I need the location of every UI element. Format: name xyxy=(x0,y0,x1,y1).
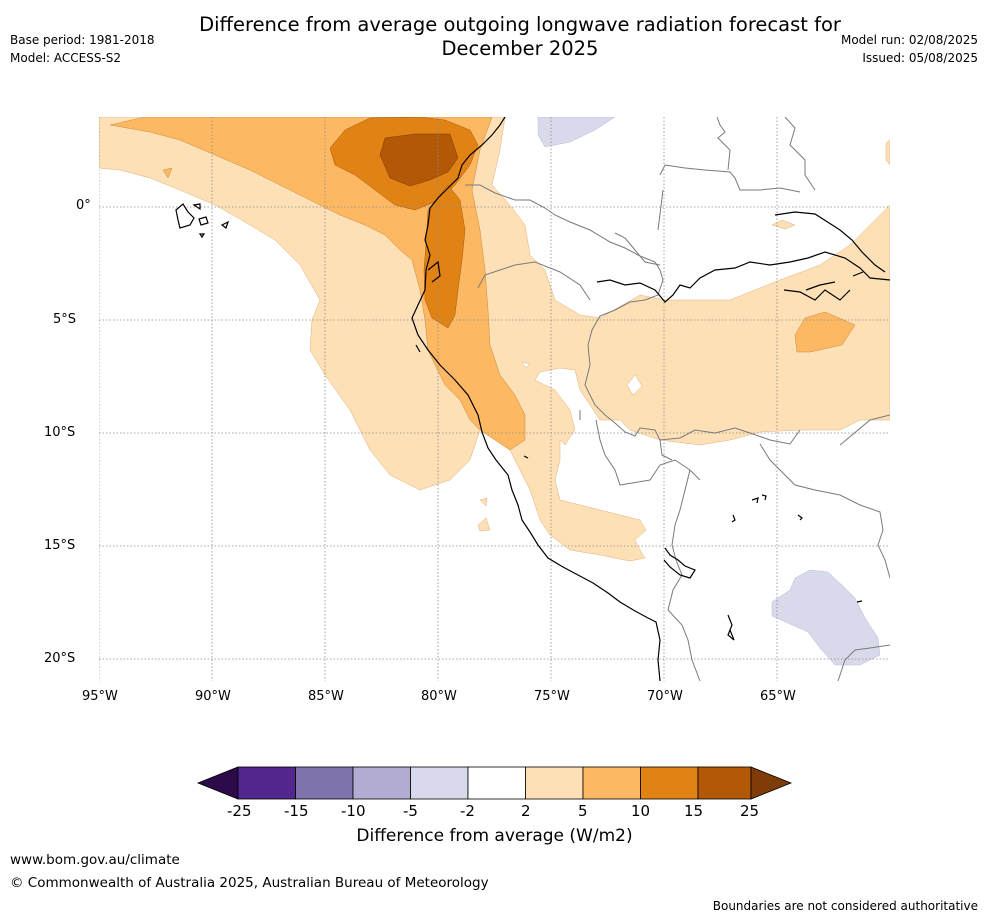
colorbar-above-max-arrow xyxy=(750,766,793,800)
anomaly-neg-2-5-shading xyxy=(537,117,881,666)
lat-label-20s: 20°S xyxy=(44,651,76,666)
colorbar-swatch-neg-5-2 xyxy=(410,766,469,800)
galapagos-islands xyxy=(175,203,230,239)
lat-label-10s: 10°S xyxy=(44,425,76,440)
colorbar-swatch-neg-10-5 xyxy=(352,766,411,800)
neutral-holes xyxy=(521,361,643,396)
chart-title-line2: December 2025 xyxy=(441,37,599,60)
colorbar-tick-25: 25 xyxy=(740,802,760,820)
graticule xyxy=(99,117,890,681)
colorbar xyxy=(196,766,793,800)
footer-copyright: © Commonwealth of Australia 2025, Austra… xyxy=(10,875,489,891)
colorbar-tick-neg25: -25 xyxy=(227,802,252,820)
lon-label-85w: 85°W xyxy=(308,689,344,704)
lat-label-15s: 15°S xyxy=(44,538,76,553)
header-left-meta: Base period: 1981-2018 Model: ACCESS-S2 xyxy=(10,31,155,67)
colorbar-swatch-pos-5-10 xyxy=(582,766,641,800)
footer-url: www.bom.gov.au/climate xyxy=(10,852,180,868)
colorbar-below-min-arrow xyxy=(196,766,239,800)
lon-label-80w: 80°W xyxy=(421,689,457,704)
colorbar-swatch-neg-25-15 xyxy=(237,766,296,800)
colorbar-tick-2: 2 xyxy=(521,802,531,820)
colorbar-swatch-neutral xyxy=(467,766,526,800)
lon-label-65w: 65°W xyxy=(760,689,796,704)
lat-label-0: 0° xyxy=(76,198,91,213)
lon-label-90w: 90°W xyxy=(195,689,231,704)
model-text: Model: ACCESS-S2 xyxy=(10,51,122,65)
chart-title: Difference from average outgoing longwav… xyxy=(150,13,890,61)
colorbar-title: Difference from average (W/m2) xyxy=(356,826,633,846)
colorbar-swatch-pos-2-5 xyxy=(525,766,584,800)
header-right-meta: Model run: 02/08/2025 Issued: 05/08/2025 xyxy=(841,31,978,67)
lon-label-75w: 75°W xyxy=(534,689,570,704)
colorbar-swatch-pos-10-15 xyxy=(640,766,699,800)
colorbar-swatch-neg-15-10 xyxy=(295,766,354,800)
lat-label-5s: 5°S xyxy=(53,312,77,327)
map-plot-area xyxy=(99,117,890,681)
model-run-text: Model run: 02/08/2025 xyxy=(840,33,978,47)
base-period-text: Base period: 1981-2018 xyxy=(10,33,155,47)
colorbar-tick-neg2: -2 xyxy=(460,802,475,820)
lon-label-70w: 70°W xyxy=(647,689,683,704)
colorbar-tick-10: 10 xyxy=(631,802,651,820)
issued-text: Issued: 05/08/2025 xyxy=(862,51,978,65)
lon-label-95w: 95°W xyxy=(82,689,118,704)
anomaly-15-25-shading xyxy=(379,133,459,187)
colorbar-tick-5: 5 xyxy=(578,802,588,820)
colorbar-tick-15: 15 xyxy=(684,802,704,820)
coastlines xyxy=(411,117,890,681)
colorbar-tick-neg10: -10 xyxy=(341,802,366,820)
footer-disclaimer: Boundaries are not considered authoritat… xyxy=(712,899,978,913)
anomaly-2-5-shading xyxy=(99,117,890,562)
chart-title-line1: Difference from average outgoing longwav… xyxy=(199,13,841,36)
colorbar-tick-neg15: -15 xyxy=(284,802,309,820)
colorbar-tick-neg5: -5 xyxy=(403,802,418,820)
colorbar-swatch-pos-15-25 xyxy=(697,766,752,800)
